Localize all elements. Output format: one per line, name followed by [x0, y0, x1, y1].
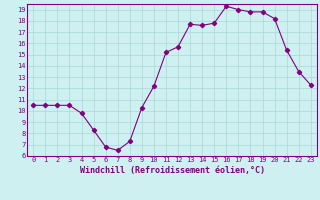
X-axis label: Windchill (Refroidissement éolien,°C): Windchill (Refroidissement éolien,°C)	[79, 166, 265, 175]
